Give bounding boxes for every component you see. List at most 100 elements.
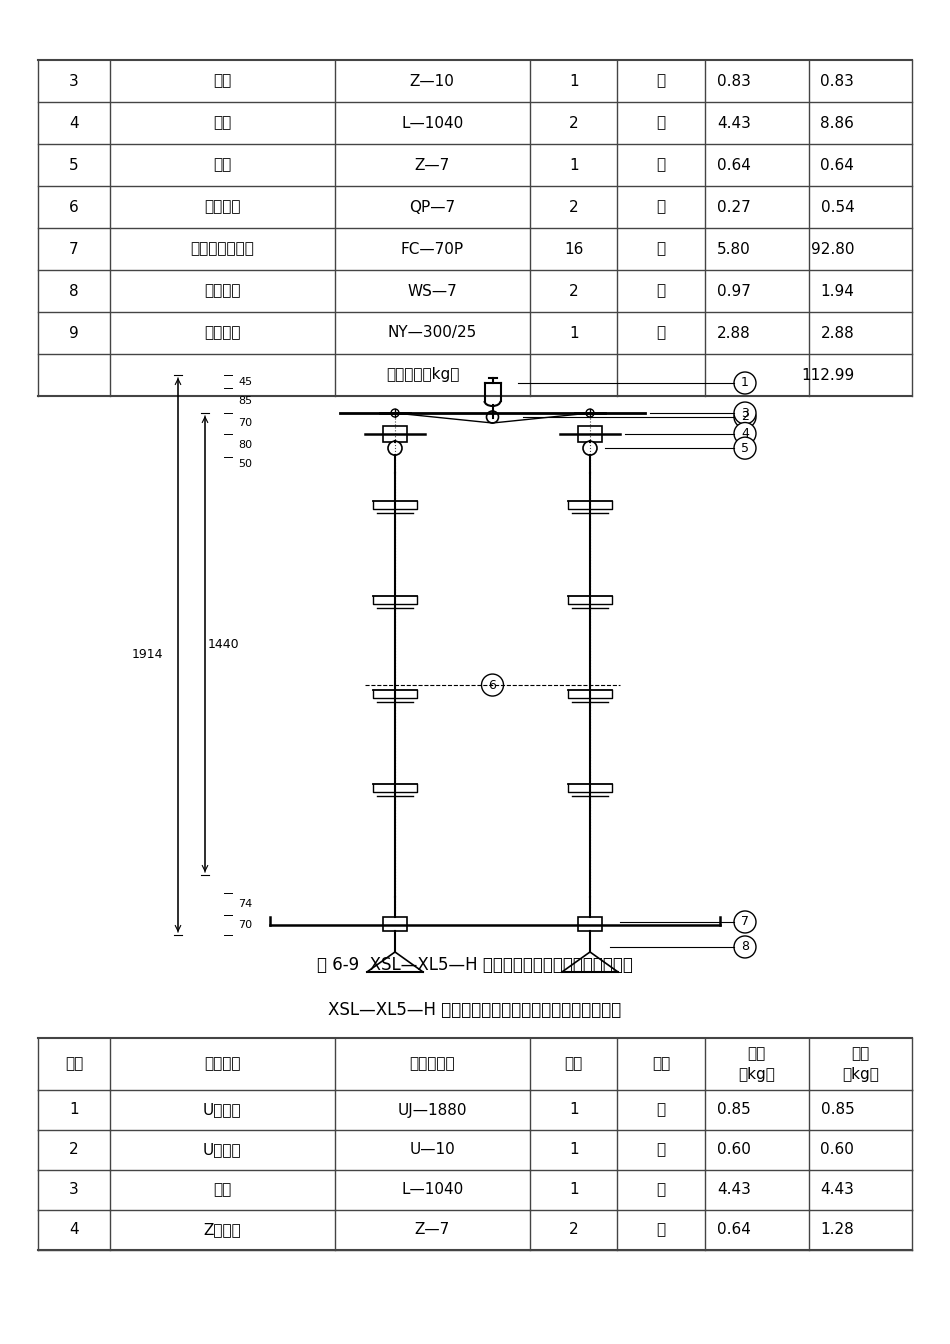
Text: 4.43: 4.43 [717,116,750,130]
Text: 4: 4 [69,116,79,130]
Text: 4: 4 [741,427,749,439]
Text: 1: 1 [569,1102,579,1117]
Text: 数量: 数量 [564,1056,582,1071]
Text: 6: 6 [488,679,497,692]
Text: 0.83: 0.83 [821,74,854,89]
Circle shape [734,422,756,445]
Text: 3: 3 [69,1183,79,1198]
Text: NY—300/25: NY—300/25 [388,325,477,340]
Text: 8: 8 [69,284,79,298]
Text: 2.88: 2.88 [821,325,854,340]
Text: 1: 1 [569,157,579,172]
Circle shape [734,911,756,933]
Text: 2: 2 [569,1223,579,1238]
Text: 0.54: 0.54 [821,199,854,215]
Circle shape [734,935,756,958]
Text: 球头挂环: 球头挂环 [204,199,240,215]
Text: 2: 2 [569,284,579,298]
Text: 图 6-9  XSL—XL5—H 导线双联悬垂合成绵缘子串组装图: 图 6-9 XSL—XL5—H 导线双联悬垂合成绵缘子串组装图 [317,956,633,974]
Circle shape [586,409,594,417]
Text: 只: 只 [656,199,666,215]
Text: 1: 1 [569,1142,579,1157]
Text: 块: 块 [656,1183,666,1198]
Text: 1: 1 [569,325,579,340]
Text: 1914: 1914 [131,649,163,661]
Text: 92.80: 92.80 [810,242,854,257]
Text: 1: 1 [569,74,579,89]
Text: 只: 只 [656,1102,666,1117]
Text: 挂板: 挂板 [213,157,231,172]
Text: 联板: 联板 [213,1183,231,1198]
Text: 5: 5 [741,442,749,454]
Text: 片: 片 [656,242,666,257]
Text: 85: 85 [238,395,252,406]
Text: 70: 70 [238,919,252,930]
Text: 单位: 单位 [653,1056,671,1071]
Circle shape [734,406,756,427]
Text: 1: 1 [741,376,749,390]
Text: 挂板: 挂板 [213,74,231,89]
Text: 2: 2 [741,410,749,423]
Text: 8: 8 [741,941,749,953]
Text: Z—7: Z—7 [414,1223,450,1238]
Text: 1440: 1440 [207,637,238,650]
Text: 7: 7 [69,242,79,257]
Text: 型号或规格: 型号或规格 [409,1056,455,1071]
Text: 重量小计（kg）: 重量小计（kg） [387,367,460,383]
Circle shape [388,441,402,456]
Text: UJ—1880: UJ—1880 [397,1102,467,1117]
Text: 45: 45 [238,376,252,387]
Text: 总重: 总重 [851,1047,869,1062]
Text: 只: 只 [656,116,666,130]
Text: 序号: 序号 [65,1056,83,1071]
Text: 熘头挂板: 熘头挂板 [204,284,240,298]
Bar [383,426,407,442]
Text: 0.97: 0.97 [717,284,750,298]
Text: 只: 只 [656,325,666,340]
Text: 0.64: 0.64 [717,1223,750,1238]
Circle shape [734,372,756,394]
Text: 0.64: 0.64 [717,157,750,172]
Text: 0.85: 0.85 [717,1102,750,1117]
Circle shape [486,411,499,423]
Text: 只: 只 [656,74,666,89]
Text: 112.99: 112.99 [801,367,854,383]
Text: 50: 50 [238,460,252,469]
Text: 只: 只 [656,1223,666,1238]
Text: 74: 74 [238,899,253,909]
Text: 70: 70 [238,418,252,429]
Text: 7: 7 [741,915,749,929]
Circle shape [482,675,504,696]
Text: 金具名称: 金具名称 [204,1056,240,1071]
Text: （kg）: （kg） [842,1067,879,1082]
Text: 80: 80 [238,441,252,450]
Text: 联板: 联板 [213,116,231,130]
Bar [578,917,602,931]
Text: 0.60: 0.60 [821,1142,854,1157]
Text: 4: 4 [69,1223,79,1238]
Text: 单重: 单重 [748,1047,766,1062]
Circle shape [734,437,756,460]
Text: （kg）: （kg） [738,1067,775,1082]
Text: 9: 9 [69,325,79,340]
Text: Z—7: Z—7 [414,157,450,172]
Text: 1.28: 1.28 [821,1223,854,1238]
Circle shape [583,441,597,456]
Text: 0.60: 0.60 [717,1142,750,1157]
Text: WS—7: WS—7 [408,284,457,298]
Text: 5: 5 [69,157,79,172]
Text: 6: 6 [69,199,79,215]
Text: U型螺丝: U型螺丝 [203,1102,241,1117]
Text: 0.27: 0.27 [717,199,750,215]
Text: 只: 只 [656,157,666,172]
Text: 2: 2 [69,1142,79,1157]
Text: 只: 只 [656,284,666,298]
Text: 1: 1 [69,1102,79,1117]
Text: 16: 16 [564,242,583,257]
Text: 2.88: 2.88 [717,325,750,340]
Text: FC—70P: FC—70P [401,242,464,257]
Circle shape [391,409,399,417]
Text: 只: 只 [656,1142,666,1157]
Text: 0.83: 0.83 [717,74,750,89]
Text: U—10: U—10 [409,1142,455,1157]
